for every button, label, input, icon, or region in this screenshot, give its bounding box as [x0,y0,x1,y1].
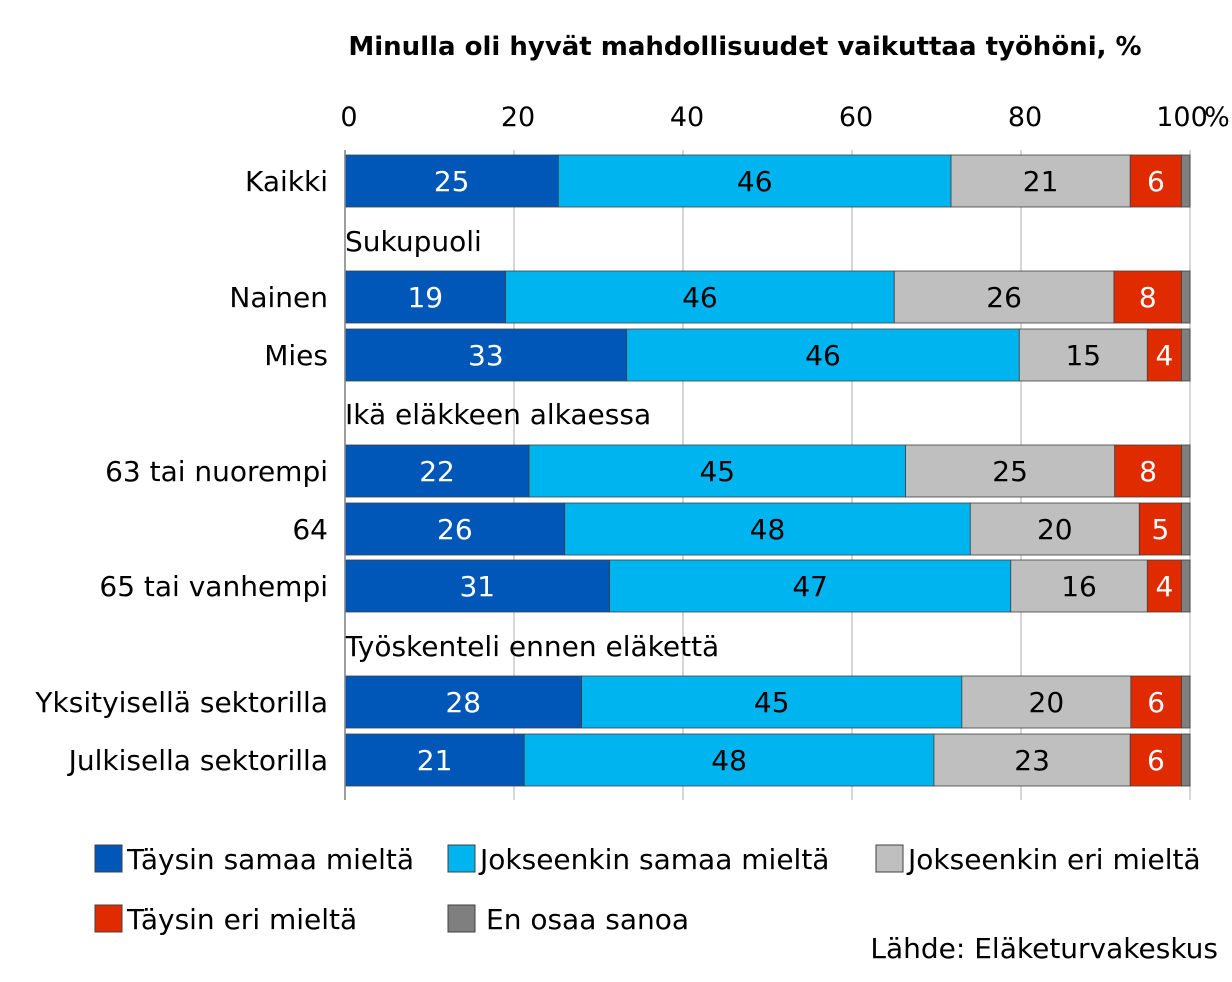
legend-swatch [875,844,904,873]
group-label: Ikä eläkkeen alkaessa [345,398,651,431]
legend-swatch [94,844,123,873]
bar-segment [1113,270,1182,324]
bar-segment [523,733,935,787]
data-label: 8 [1139,281,1157,314]
legend-label: Jokseenkin samaa mieltä [478,843,829,876]
data-label: 6 [1147,165,1165,198]
bar-segment [344,733,525,787]
category-label: Nainen [229,281,328,314]
data-label: 33 [468,339,504,372]
x-tick-label: 60 [839,102,873,133]
chart-title: Minulla oli hyvät mahdollisuudet vaikutt… [348,32,1141,62]
data-label: 22 [419,455,455,488]
x-tick-label: 40 [670,102,704,133]
data-label: 4 [1155,339,1173,372]
category-label: Kaikki [245,165,328,198]
bar-segment [1181,733,1191,787]
x-unit-label: % [1204,102,1230,133]
data-label: 6 [1147,744,1165,777]
legend-swatch [447,904,476,933]
bar-segment [528,444,906,498]
data-label: 20 [1029,686,1065,719]
bar-segment [505,270,895,324]
data-label: 4 [1155,570,1173,603]
bar-segment [581,675,963,729]
data-label: 45 [699,455,735,488]
bar-segment [1181,675,1191,729]
group-label: Sukupuoli [345,225,482,258]
data-label: 21 [1023,165,1059,198]
bar-segment [344,675,583,729]
data-label: 28 [445,686,481,719]
legend-swatch [94,904,123,933]
data-label: 19 [407,281,443,314]
bar-segment [1181,444,1191,498]
bar-segment [1129,154,1182,208]
legend-label: En osaa sanoa [486,903,689,936]
data-label: 5 [1152,513,1170,546]
bar-segment [1130,675,1182,729]
source-note: Lähde: Eläketurvakeskus [870,932,1218,965]
data-label: 6 [1147,686,1165,719]
data-label: 20 [1037,513,1073,546]
bar-segment [626,328,1020,382]
data-label: 31 [459,570,495,603]
data-label: 15 [1065,339,1101,372]
bar-segment [950,154,1131,208]
bar-segment [1146,328,1182,382]
data-label: 48 [750,513,786,546]
data-label: 26 [986,281,1022,314]
data-label: 8 [1139,455,1157,488]
data-label: 46 [805,339,841,372]
bar-segment [1010,559,1148,613]
data-label: 48 [711,744,747,777]
category-label: 64 [292,513,328,546]
data-label: 16 [1061,570,1097,603]
bar-segment [1181,328,1191,382]
legend-label: Täysin eri mieltä [126,903,357,936]
bar-segment [1181,559,1191,613]
category-label: 65 tai vanhempi [99,570,328,603]
category-label: Mies [264,339,328,372]
data-label: 25 [434,165,470,198]
bar-segment [1018,328,1148,382]
legend-label: Jokseenkin eri mieltä [906,843,1201,876]
category-label: Julkisella sektorilla [67,744,328,777]
bar-segment [1146,559,1182,613]
data-label: 21 [417,744,453,777]
bar-segment [1181,154,1191,208]
data-label: 46 [682,281,718,314]
category-label: 63 tai nuorempi [105,455,328,488]
data-label: 47 [792,570,828,603]
bar-segment [344,559,610,613]
data-label: 25 [992,455,1028,488]
data-label: 46 [737,165,773,198]
x-tick-label: 80 [1008,102,1042,133]
bar-segment [344,270,506,324]
data-label: 23 [1014,744,1050,777]
x-tick-label: 100 [1156,102,1208,133]
data-label: 26 [437,513,473,546]
x-tick-label: 0 [340,102,357,133]
group-label: Työskenteli ennen eläkettä [344,630,719,663]
x-tick-label: 20 [501,102,535,133]
bar-segment [344,328,628,382]
bar-segment [344,444,530,498]
bar-segment [1181,502,1191,556]
bar-segment [344,154,559,208]
bar-segment [1181,270,1191,324]
bar-segment [961,675,1132,729]
bar-segment [1129,733,1182,787]
bar-segment [893,270,1115,324]
bar-segment [564,502,971,556]
legend-swatch [447,844,476,873]
data-label: 45 [754,686,790,719]
category-label: Yksityisellä sektorilla [34,686,328,719]
legend-label: Täysin samaa mieltä [126,843,414,876]
bar-segment [933,733,1131,787]
bar-segment [344,502,566,556]
